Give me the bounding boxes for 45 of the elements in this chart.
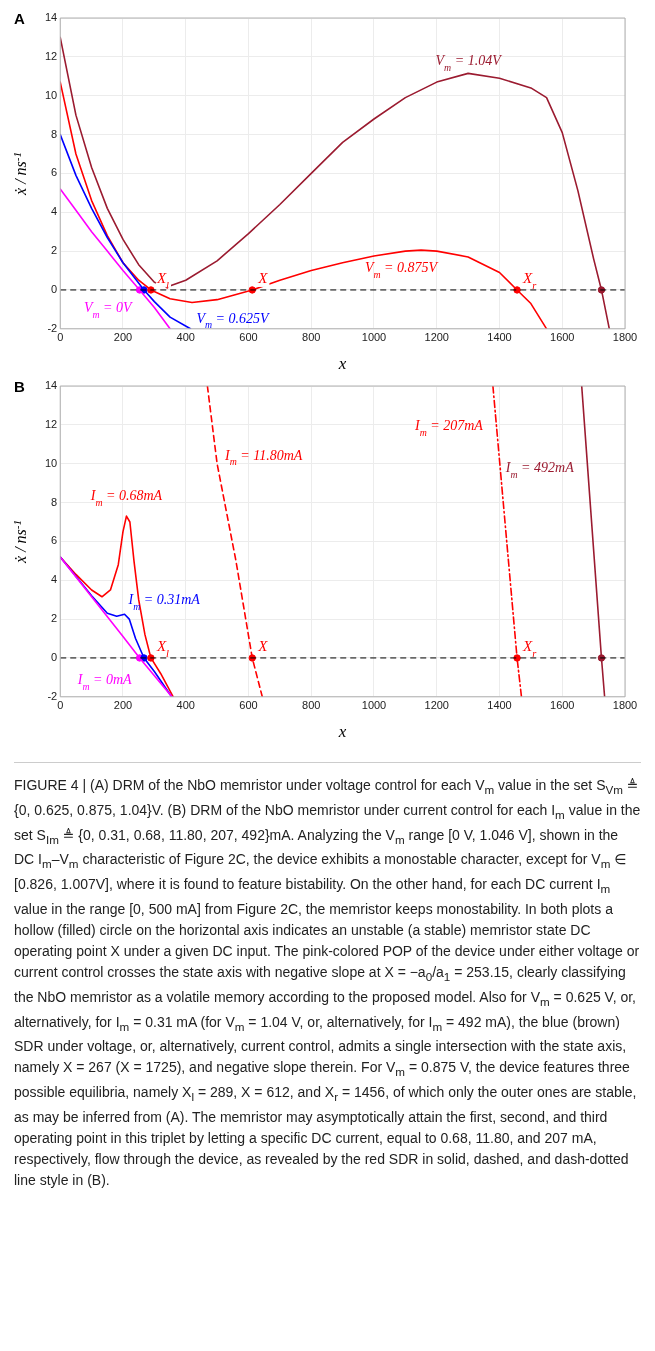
chart-title: B xyxy=(14,378,25,395)
x-tick-label: 400 xyxy=(176,331,195,344)
y-tick-label: 6 xyxy=(51,166,58,179)
x-tick-label: 200 xyxy=(113,699,133,712)
x-tick-label: 800 xyxy=(302,699,321,712)
x-axis-title: x xyxy=(337,353,347,373)
x-tick-label: 1200 xyxy=(424,331,449,344)
annotation: X xyxy=(257,637,269,654)
x-tick-label: 1400 xyxy=(487,699,512,712)
chart-title: A xyxy=(14,10,25,27)
y-tick-label: 8 xyxy=(51,127,58,140)
x-tick-label: 1000 xyxy=(361,699,387,712)
x-tick-label: 1600 xyxy=(550,331,575,344)
text: FIGURE 4 | (A) DRM of the NbO memristor under voltage control for each V$_{m}$ value in the set S$_{Vm}$ ≜ {0, 0.625, 0.875, 1.04}V. (B) DRM of the NbO memristor under current control for each I$_{m}$ value in the set S$_{Im}$ ≜ {0, 0.31, 0.68, 11.80, 207, 492}mA. Analyzing the V$_{m}$ range [0 V, 1.046 V], shown in the DC I$_{m}$–V$_{m}$ characteristic of Figure 2C, the device exhibits a monostable character, except for V$_{m}$ ∈ [0.826, 1.007V], where it is found to feature bistability. On the other hand, for each DC current I$_{m}$ value in the range [0, 500 mA] from Figure 2C, the memristor keeps monostability. In both plots a hollow (filled) circle on the horizontal axis indicates an unstable (a stable) memristor state DC operating point X under a given DC input. The pink-colored POP of the device under either voltage or current control crosses the state axis with negative slope at X = −a$_{0}$/a$_{1}$ = 253.15, clearly classifying the NbO memristor as a volatile memory according to the proposed model. Also for V$_{m}$ = 0.625 V, or, alternatively, for I$_{m}$ = 0.31 mA (for V$_{m}$ = 1.04 V, or, alternatively, for I$_{m}$ = 492 mA), the blue (brown) SDR under voltage, or, alternatively, current control, admits a single intersection with the state axis, namely X = 267 (X = 1725), and negative slope therein. For V$_{m}$ = 0.875 V, the device features three possible equilibria, namely X$_{l}$ = 289, X = 612, and X$_{r}$ = 1456, of which only the outer ones are stable, as may be inferred from (A). The memristor may asymptotically attain the first, second, and third operating point in this triplet by letting a specific DC current, equal to 0.68, 11.80, and 207 mA, respectively, flow through the device, as revealed by the red SDR in solid, dashed, and dash-dotted line style in (B). xyxy=(14,777,641,1188)
y-tick-label: 10 xyxy=(44,456,58,469)
y-tick-label: 12 xyxy=(44,417,58,430)
x-tick-label: 1600 xyxy=(550,699,575,712)
y-axis-title: ẋ / ns-1 xyxy=(10,519,30,564)
y-axis-title: ẋ / ns-1 xyxy=(10,151,30,196)
x-tick-label: 1200 xyxy=(424,699,449,712)
y-tick-label: 12 xyxy=(44,49,58,62)
x-tick-label: 600 xyxy=(239,699,258,712)
x-tick-label: 800 xyxy=(302,331,321,344)
y-tick-label: -2 xyxy=(47,321,58,334)
y-tick-label: 14 xyxy=(44,379,58,392)
y-tick-label: 6 xyxy=(51,534,58,547)
x-tick-label: 400 xyxy=(176,699,195,712)
annotation: X xyxy=(257,269,269,286)
y-tick-label: 2 xyxy=(51,612,58,625)
y-tick-label: 0 xyxy=(51,282,58,295)
x-tick-label: 600 xyxy=(239,331,258,344)
x-tick-label: 200 xyxy=(113,331,133,344)
x-tick-label: 1800 xyxy=(612,331,638,344)
x-tick-label: 1800 xyxy=(612,699,638,712)
x-tick-label: 1400 xyxy=(487,331,512,344)
y-tick-label: -2 xyxy=(47,689,58,702)
y-tick-label: 10 xyxy=(44,88,58,101)
y-tick-label: 8 xyxy=(51,495,58,508)
y-tick-label: 4 xyxy=(51,205,58,218)
y-tick-label: 14 xyxy=(44,11,58,24)
y-tick-label: 4 xyxy=(51,573,58,586)
x-axis-title: x xyxy=(337,721,347,741)
x-tick-label: 1000 xyxy=(361,331,387,344)
y-tick-label: 0 xyxy=(51,650,58,663)
y-tick-label: 2 xyxy=(51,244,58,257)
